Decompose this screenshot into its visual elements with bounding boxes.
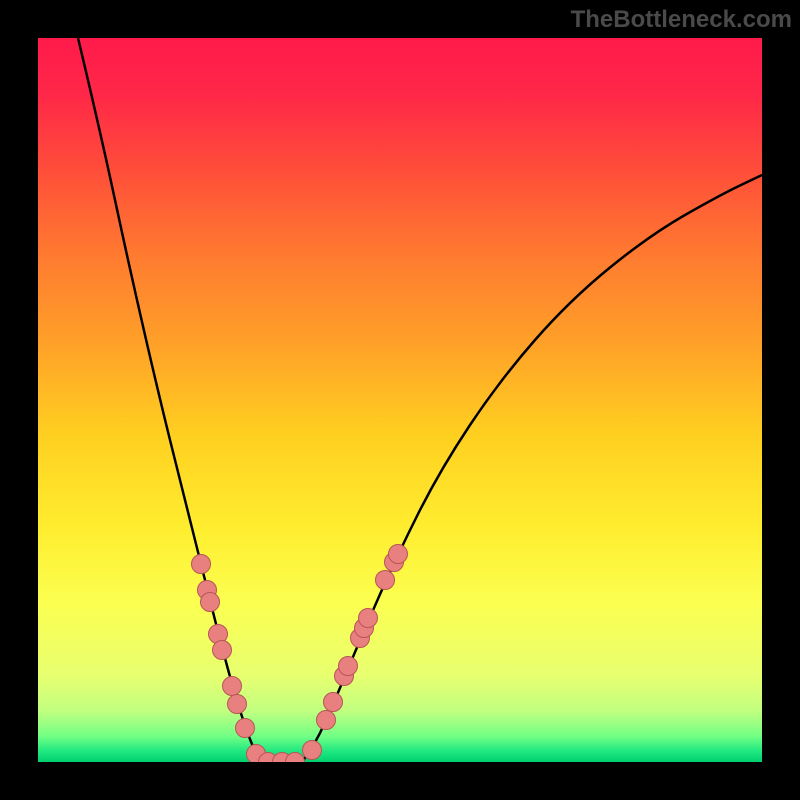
data-marker: [192, 555, 211, 574]
data-marker: [339, 657, 358, 676]
data-marker: [236, 719, 255, 738]
data-marker: [376, 571, 395, 590]
data-marker: [317, 711, 336, 730]
data-marker: [303, 741, 322, 760]
gradient-background: [38, 38, 762, 762]
data-marker: [286, 753, 305, 772]
chart-container: TheBottleneck.com: [0, 0, 800, 800]
data-marker: [324, 693, 343, 712]
data-marker: [389, 545, 408, 564]
data-marker: [223, 677, 242, 696]
data-marker: [359, 609, 378, 628]
data-marker: [201, 593, 220, 612]
data-marker: [228, 695, 247, 714]
bottleneck-curve-chart: [0, 0, 800, 800]
data-marker: [213, 641, 232, 660]
watermark-text: TheBottleneck.com: [571, 6, 792, 34]
